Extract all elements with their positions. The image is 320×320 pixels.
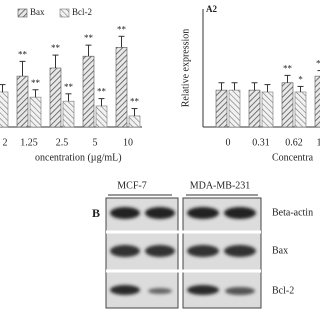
x-tick-label: 2.5 xyxy=(56,137,69,148)
x-tick-label: 1.25 xyxy=(20,137,38,148)
bar xyxy=(281,82,294,128)
band xyxy=(224,207,256,219)
bar xyxy=(82,55,95,128)
legend-swatch xyxy=(59,8,70,18)
cell-line-label: MCF-7 xyxy=(117,180,146,191)
cell-line-label: MDA-MB-231 xyxy=(190,180,251,191)
legend-label: Bcl-2 xyxy=(72,7,92,17)
significance: ** xyxy=(51,43,61,53)
x-tick-label: 2 xyxy=(3,137,8,148)
legend-swatch xyxy=(17,8,28,18)
bands xyxy=(110,207,256,295)
bar xyxy=(16,75,29,128)
bar xyxy=(261,91,274,128)
band xyxy=(148,288,172,294)
bar xyxy=(294,91,307,128)
bar xyxy=(314,75,320,128)
significance: ** xyxy=(97,87,107,97)
bar xyxy=(228,89,241,128)
band xyxy=(224,245,256,257)
band xyxy=(145,245,175,257)
x-tick-label: 10 xyxy=(123,137,133,148)
significance: ** xyxy=(316,59,320,69)
bar xyxy=(128,115,141,128)
x-tick-label: 1 xyxy=(317,137,320,148)
band xyxy=(225,287,255,295)
bar xyxy=(115,47,128,128)
bar xyxy=(248,89,261,128)
western-blot: B MCF-7 MDA-MB-231 Beta-actin Bax Bcl-2 xyxy=(92,180,313,309)
row-label: Bcl-2 xyxy=(272,285,294,296)
significance: ** xyxy=(283,63,293,73)
x-tick-label: 5 xyxy=(93,137,98,148)
x-axis-label: Concentra xyxy=(272,152,314,163)
band xyxy=(187,207,219,219)
x-tick-label: 0.31 xyxy=(252,137,270,148)
bar xyxy=(0,91,9,128)
bar xyxy=(215,89,228,128)
bar xyxy=(95,105,108,128)
panel-label: B xyxy=(92,206,100,220)
band xyxy=(110,245,140,257)
row-label: Beta-actin xyxy=(272,207,313,218)
band xyxy=(187,285,219,295)
significance: * xyxy=(298,75,303,85)
bar xyxy=(62,100,75,128)
x-tick-label: 0 xyxy=(226,137,231,148)
bar xyxy=(49,67,62,128)
chart-title: A2 xyxy=(206,4,217,14)
y-axis-label: Relative expression xyxy=(180,29,191,108)
x-tick-label: 0.62 xyxy=(285,137,303,148)
significance: ** xyxy=(64,82,74,92)
charts: oncentration (µg/mL)2 1.25****2.5****5***… xyxy=(0,4,320,163)
row-label: Bax xyxy=(272,245,288,256)
band xyxy=(187,245,219,257)
significance: ** xyxy=(130,97,140,107)
significance: ** xyxy=(18,49,28,59)
band xyxy=(110,285,140,295)
significance: ** xyxy=(117,24,127,34)
legend-label: Bax xyxy=(30,7,45,17)
x-axis-label: oncentration (µg/mL) xyxy=(35,152,122,163)
band xyxy=(110,207,140,219)
bar xyxy=(29,96,42,128)
significance: ** xyxy=(84,33,94,43)
significance: ** xyxy=(31,78,41,88)
band xyxy=(145,207,175,219)
